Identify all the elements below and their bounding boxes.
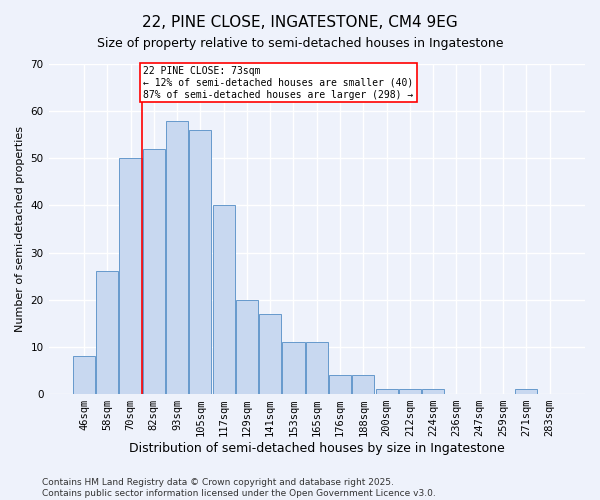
Text: Contains HM Land Registry data © Crown copyright and database right 2025.
Contai: Contains HM Land Registry data © Crown c… [42, 478, 436, 498]
Bar [376, 390, 398, 394]
Bar [212, 206, 235, 394]
Bar [352, 375, 374, 394]
Text: Size of property relative to semi-detached houses in Ingatestone: Size of property relative to semi-detach… [97, 38, 503, 51]
Bar [306, 342, 328, 394]
Bar [422, 390, 444, 394]
Y-axis label: Number of semi-detached properties: Number of semi-detached properties [15, 126, 25, 332]
Bar [259, 314, 281, 394]
Bar [190, 130, 211, 394]
Bar [143, 149, 165, 394]
Text: 22, PINE CLOSE, INGATESTONE, CM4 9EG: 22, PINE CLOSE, INGATESTONE, CM4 9EG [142, 15, 458, 30]
Bar [399, 390, 421, 394]
Bar [329, 375, 351, 394]
X-axis label: Distribution of semi-detached houses by size in Ingatestone: Distribution of semi-detached houses by … [129, 442, 505, 455]
Bar [236, 300, 258, 394]
Bar [73, 356, 95, 394]
Bar [515, 390, 538, 394]
Bar [119, 158, 142, 394]
Bar [166, 120, 188, 394]
Bar [283, 342, 305, 394]
Text: 22 PINE CLOSE: 73sqm
← 12% of semi-detached houses are smaller (40)
87% of semi-: 22 PINE CLOSE: 73sqm ← 12% of semi-detac… [143, 66, 413, 100]
Bar [96, 272, 118, 394]
